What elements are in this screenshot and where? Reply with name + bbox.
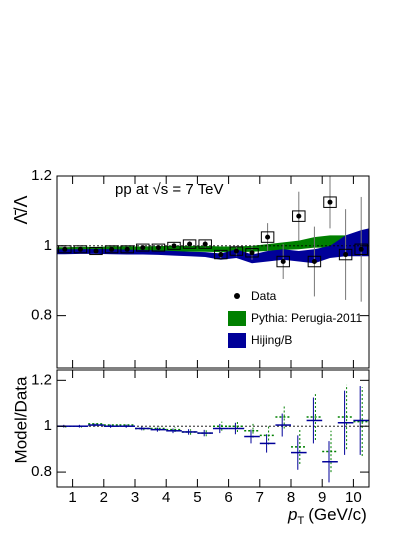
- data-point: [218, 252, 224, 258]
- data-point: [140, 245, 146, 251]
- y-axis-title: Model/Data: [11, 376, 30, 463]
- syst-box: [198, 239, 212, 249]
- legend-swatch: [228, 333, 246, 348]
- x-tick-label: 8: [287, 489, 295, 506]
- data-point: [265, 234, 271, 240]
- y-tick-label: 1: [44, 417, 52, 434]
- data-point: [187, 241, 193, 247]
- syst-box: [136, 243, 150, 252]
- model-band: [57, 228, 369, 264]
- syst-box: [323, 196, 337, 208]
- data-point: [109, 246, 115, 252]
- y-tick-label: 1.2: [31, 167, 52, 184]
- x-tick-label: 1: [68, 489, 76, 506]
- y-tick-label: 1.2: [31, 371, 52, 388]
- legend-label: Hijing/B: [251, 333, 292, 347]
- x-tick-label: 5: [193, 489, 201, 506]
- data-point: [155, 245, 161, 251]
- syst-box: [182, 239, 197, 249]
- syst-box: [73, 245, 88, 254]
- annotation: pp at √s = 7 TeV: [115, 181, 223, 198]
- data-point: [358, 246, 364, 252]
- x-axis-subscript: T: [297, 515, 304, 527]
- x-axis-symbol: p: [287, 505, 297, 524]
- x-tick-label: 7: [256, 489, 264, 506]
- plot-area: [57, 176, 369, 302]
- syst-box: [214, 249, 228, 260]
- x-tick-label: 3: [131, 489, 139, 506]
- data-point: [124, 246, 130, 252]
- data-point: [327, 199, 333, 205]
- data-point: [202, 241, 208, 247]
- frame: [56, 175, 370, 369]
- y-tick-label: 0.8: [31, 307, 52, 324]
- syst-box: [89, 247, 103, 256]
- data-point: [280, 259, 286, 265]
- plot-area: [57, 384, 369, 483]
- syst-box: [338, 248, 353, 261]
- x-tick-label: 4: [162, 489, 170, 506]
- x-tick-label: 9: [318, 489, 326, 506]
- frame: [56, 369, 370, 488]
- data-point: [311, 259, 317, 265]
- syst-box: [307, 255, 322, 268]
- data-point: [77, 246, 83, 252]
- data-point: [171, 243, 177, 249]
- legend-swatch: [228, 311, 246, 326]
- data-point: [296, 213, 302, 219]
- legend-label: Pythia: Perugia-2011: [251, 311, 363, 325]
- syst-box: [292, 210, 306, 222]
- legend-marker: [234, 293, 240, 299]
- x-tick-label: 10: [345, 489, 362, 506]
- data-point: [249, 250, 255, 256]
- syst-box: [151, 243, 166, 252]
- data-point: [93, 248, 99, 254]
- syst-box: [245, 248, 259, 258]
- syst-box: [104, 245, 119, 254]
- syst-box: [354, 243, 368, 256]
- syst-box: [120, 245, 134, 254]
- legend-label: Data: [251, 289, 277, 303]
- data-point: [343, 252, 349, 258]
- x-tick-label: 2: [100, 489, 108, 506]
- syst-box: [167, 241, 181, 250]
- syst-box: [276, 255, 290, 268]
- y-axis-title: Λ̄/Λ: [11, 195, 31, 224]
- y-tick-label: 1: [44, 237, 52, 254]
- syst-box: [260, 231, 275, 243]
- y-tick-label: 0.8: [31, 463, 52, 480]
- x-axis-title: pT (GeV/c): [287, 505, 367, 526]
- data-point: [62, 246, 68, 252]
- model-band: [57, 235, 369, 254]
- x-tick-label: 6: [224, 489, 232, 506]
- data-point: [233, 248, 239, 254]
- x-axis-unit: (GeV/c): [308, 505, 367, 524]
- syst-box: [229, 246, 244, 256]
